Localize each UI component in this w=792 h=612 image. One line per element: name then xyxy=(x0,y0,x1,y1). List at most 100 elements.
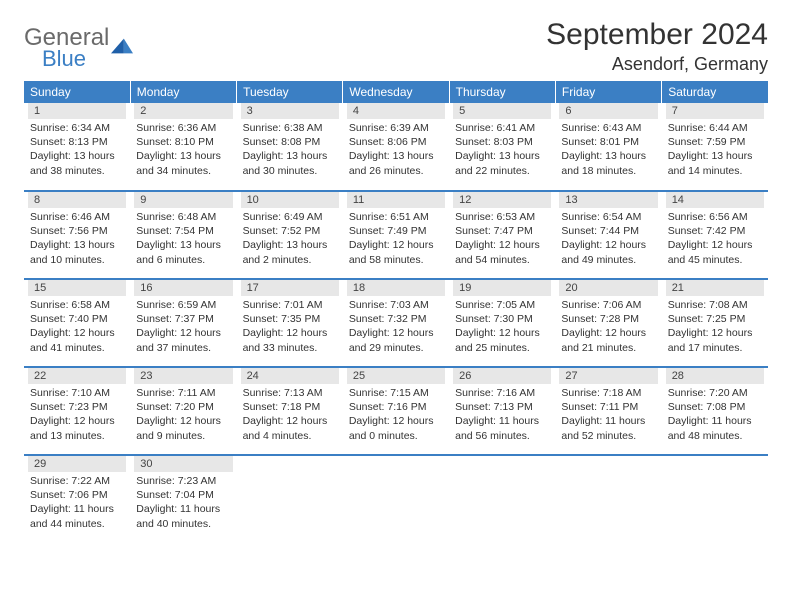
day-cell-inner: 12Sunrise: 6:53 AMSunset: 7:47 PMDayligh… xyxy=(449,192,555,271)
calendar-day-cell: 17Sunrise: 7:01 AMSunset: 7:35 PMDayligh… xyxy=(237,279,343,367)
day-detail-line: Sunrise: 6:48 AM xyxy=(136,210,230,224)
day-detail-line: Sunset: 7:08 PM xyxy=(668,400,762,414)
calendar-week-row: 22Sunrise: 7:10 AMSunset: 7:23 PMDayligh… xyxy=(24,367,768,455)
day-details: Sunrise: 6:43 AMSunset: 8:01 PMDaylight:… xyxy=(559,121,657,178)
day-detail-line: Daylight: 12 hours xyxy=(243,414,337,428)
calendar-week-row: 1Sunrise: 6:34 AMSunset: 8:13 PMDaylight… xyxy=(24,103,768,191)
day-detail-line: Daylight: 11 hours xyxy=(455,414,549,428)
day-detail-line: and 37 minutes. xyxy=(136,341,230,355)
day-cell-inner: 21Sunrise: 7:08 AMSunset: 7:25 PMDayligh… xyxy=(662,280,768,359)
day-number: 23 xyxy=(134,368,232,384)
day-cell-inner: 27 Sunrise: 7:18 AMSunset: 7:11 PMDayligh… xyxy=(555,368,661,447)
calendar-day-cell: 11Sunrise: 6:51 AMSunset: 7:49 PMDayligh… xyxy=(343,191,449,279)
title-block: September 2024 Asendorf, Germany xyxy=(546,18,768,75)
day-details: Sunrise: 6:58 AMSunset: 7:40 PMDaylight:… xyxy=(28,298,126,355)
day-detail-line: Sunrise: 7:22 AM xyxy=(30,474,124,488)
day-detail-line: Sunset: 7:49 PM xyxy=(349,224,443,238)
calendar-empty-cell xyxy=(555,455,661,543)
day-cell-inner: 8Sunrise: 6:46 AMSunset: 7:56 PMDaylight… xyxy=(24,192,130,271)
day-detail-line: Sunset: 8:10 PM xyxy=(136,135,230,149)
day-details: Sunrise: 6:36 AMSunset: 8:10 PMDaylight:… xyxy=(134,121,232,178)
day-detail-line: Sunrise: 6:34 AM xyxy=(30,121,124,135)
calendar-empty-cell xyxy=(662,455,768,543)
day-detail-line: Sunset: 7:37 PM xyxy=(136,312,230,326)
day-cell-inner: 16Sunrise: 6:59 AMSunset: 7:37 PMDayligh… xyxy=(130,280,236,359)
day-number: 2 xyxy=(134,103,232,119)
day-detail-line: and 54 minutes. xyxy=(455,253,549,267)
day-cell-inner: 10Sunrise: 6:49 AMSunset: 7:52 PMDayligh… xyxy=(237,192,343,271)
day-detail-line: Sunrise: 7:08 AM xyxy=(668,298,762,312)
day-detail-line: Sunset: 7:18 PM xyxy=(243,400,337,414)
calendar-day-cell: 6Sunrise: 6:43 AMSunset: 8:01 PMDaylight… xyxy=(555,103,661,191)
calendar-day-cell: 3Sunrise: 6:38 AMSunset: 8:08 PMDaylight… xyxy=(237,103,343,191)
day-number: 3 xyxy=(241,103,339,119)
day-detail-line: Sunrise: 6:54 AM xyxy=(561,210,655,224)
calendar-head: SundayMondayTuesdayWednesdayThursdayFrid… xyxy=(24,81,768,103)
day-detail-line: Sunset: 7:42 PM xyxy=(668,224,762,238)
day-cell-inner: 29Sunrise: 7:22 AMSunset: 7:06 PMDayligh… xyxy=(24,456,130,535)
day-detail-line: and 30 minutes. xyxy=(243,164,337,178)
calendar-day-cell: 27 Sunrise: 7:18 AMSunset: 7:11 PMDayligh… xyxy=(555,367,661,455)
day-cell-inner: 20Sunrise: 7:06 AMSunset: 7:28 PMDayligh… xyxy=(555,280,661,359)
day-cell-inner: 9Sunrise: 6:48 AMSunset: 7:54 PMDaylight… xyxy=(130,192,236,271)
day-number: 16 xyxy=(134,280,232,296)
calendar-day-cell: 9Sunrise: 6:48 AMSunset: 7:54 PMDaylight… xyxy=(130,191,236,279)
day-detail-line: Sunset: 8:06 PM xyxy=(349,135,443,149)
day-detail-line: and 6 minutes. xyxy=(136,253,230,267)
day-detail-line: Sunset: 7:40 PM xyxy=(30,312,124,326)
calendar-day-cell: 29Sunrise: 7:22 AMSunset: 7:06 PMDayligh… xyxy=(24,455,130,543)
weekday-header: Tuesday xyxy=(237,81,343,103)
day-detail-line: and 17 minutes. xyxy=(668,341,762,355)
day-detail-line: Sunset: 7:04 PM xyxy=(136,488,230,502)
day-detail-line: and 40 minutes. xyxy=(136,517,230,531)
calendar-day-cell: 4Sunrise: 6:39 AMSunset: 8:06 PMDaylight… xyxy=(343,103,449,191)
day-cell-inner: 2 Sunrise: 6:36 AMSunset: 8:10 PMDaylight… xyxy=(130,103,236,182)
day-cell-inner: 18Sunrise: 7:03 AMSunset: 7:32 PMDayligh… xyxy=(343,280,449,359)
day-detail-line: Sunset: 7:13 PM xyxy=(455,400,549,414)
day-cell-inner: 17Sunrise: 7:01 AMSunset: 7:35 PMDayligh… xyxy=(237,280,343,359)
day-detail-line: Sunrise: 7:10 AM xyxy=(30,386,124,400)
day-cell-inner: 3Sunrise: 6:38 AMSunset: 8:08 PMDaylight… xyxy=(237,103,343,182)
calendar-empty-cell xyxy=(237,455,343,543)
day-detail-line: Sunrise: 7:03 AM xyxy=(349,298,443,312)
calendar-day-cell: 18Sunrise: 7:03 AMSunset: 7:32 PMDayligh… xyxy=(343,279,449,367)
calendar-empty-cell xyxy=(343,455,449,543)
day-number: 1 xyxy=(28,103,126,119)
day-detail-line: Daylight: 11 hours xyxy=(136,502,230,516)
day-detail-line: and 45 minutes. xyxy=(668,253,762,267)
day-details: Sunrise: 7:11 AMSunset: 7:20 PMDaylight:… xyxy=(134,386,232,443)
day-detail-line: Daylight: 13 hours xyxy=(668,149,762,163)
weekday-row: SundayMondayTuesdayWednesdayThursdayFrid… xyxy=(24,81,768,103)
logo: General Blue xyxy=(24,18,131,72)
calendar-day-cell: 22Sunrise: 7:10 AMSunset: 7:23 PMDayligh… xyxy=(24,367,130,455)
day-detail-line: Sunset: 7:32 PM xyxy=(349,312,443,326)
day-detail-line: Daylight: 12 hours xyxy=(455,238,549,252)
day-details: Sunrise: 7:13 AMSunset: 7:18 PMDaylight:… xyxy=(241,386,339,443)
calendar-day-cell: 1Sunrise: 6:34 AMSunset: 8:13 PMDaylight… xyxy=(24,103,130,191)
day-cell-inner: 11Sunrise: 6:51 AMSunset: 7:49 PMDayligh… xyxy=(343,192,449,271)
day-details: Sunrise: 7:18 AMSunset: 7:11 PMDaylight:… xyxy=(559,386,657,443)
day-detail-line: Sunrise: 6:43 AM xyxy=(561,121,655,135)
day-detail-line: Sunrise: 7:11 AM xyxy=(136,386,230,400)
day-detail-line: Daylight: 12 hours xyxy=(349,238,443,252)
day-detail-line: Daylight: 12 hours xyxy=(136,414,230,428)
calendar-day-cell: 28Sunrise: 7:20 AMSunset: 7:08 PMDayligh… xyxy=(662,367,768,455)
day-detail-line: Sunset: 7:16 PM xyxy=(349,400,443,414)
day-detail-line: Sunset: 8:03 PM xyxy=(455,135,549,149)
day-detail-line: Daylight: 12 hours xyxy=(349,414,443,428)
day-detail-line: Daylight: 13 hours xyxy=(561,149,655,163)
day-detail-line: Sunset: 7:30 PM xyxy=(455,312,549,326)
day-detail-line: Sunset: 8:08 PM xyxy=(243,135,337,149)
day-number: 27 xyxy=(559,368,657,384)
day-number: 11 xyxy=(347,192,445,208)
day-detail-line: Daylight: 13 hours xyxy=(136,149,230,163)
day-detail-line: Sunrise: 7:18 AM xyxy=(561,386,655,400)
day-cell-inner: 14Sunrise: 6:56 AMSunset: 7:42 PMDayligh… xyxy=(662,192,768,271)
calendar-day-cell: 25Sunrise: 7:15 AMSunset: 7:16 PMDayligh… xyxy=(343,367,449,455)
day-detail-line: and 38 minutes. xyxy=(30,164,124,178)
day-detail-line: Sunset: 7:11 PM xyxy=(561,400,655,414)
day-cell-inner: 25Sunrise: 7:15 AMSunset: 7:16 PMDayligh… xyxy=(343,368,449,447)
day-cell-inner: 15Sunrise: 6:58 AMSunset: 7:40 PMDayligh… xyxy=(24,280,130,359)
day-detail-line: Sunset: 7:47 PM xyxy=(455,224,549,238)
weekday-header: Saturday xyxy=(662,81,768,103)
